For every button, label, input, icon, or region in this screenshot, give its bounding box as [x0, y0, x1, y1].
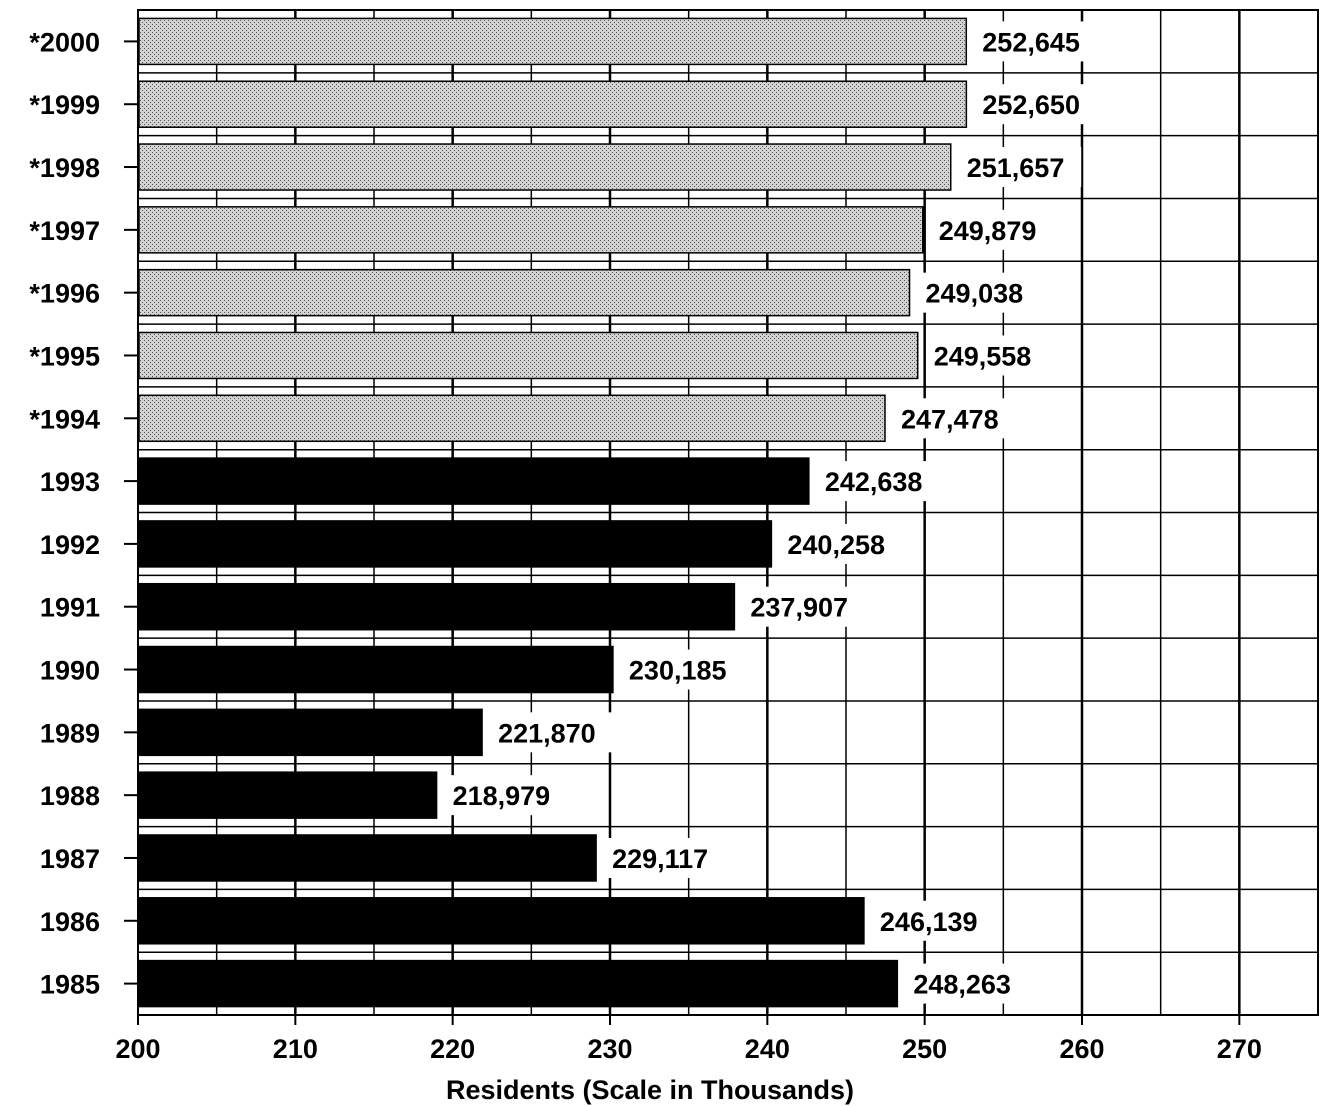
value-labels: 252,645 252,650 251,657 249,879 249,038 249,5… — [446, 21, 1097, 1004]
bar — [138, 268, 911, 317]
x-tick-label: 210 — [273, 1034, 318, 1064]
category-label: *1995 — [29, 341, 100, 371]
value-label: 249,038 — [926, 279, 1024, 309]
y-axis-labels: *2000 *1999 *1998 *1997 *1996 *1995 *1994 1993 1… — [29, 27, 138, 1000]
bar — [138, 645, 614, 694]
value-label: 249,879 — [939, 216, 1037, 246]
bar — [138, 394, 886, 443]
category-label: *1998 — [29, 153, 100, 183]
bars — [138, 17, 968, 1008]
category-label: *1999 — [29, 90, 100, 120]
value-label-bg — [976, 21, 1097, 62]
category-label: 1989 — [40, 718, 100, 748]
value-label: 246,139 — [880, 907, 978, 937]
x-tick-label: 260 — [1059, 1034, 1104, 1064]
value-label: 218,979 — [453, 781, 551, 811]
bar — [138, 959, 899, 1008]
category-label: 1991 — [40, 593, 100, 623]
bar — [138, 143, 952, 191]
value-label: 252,645 — [982, 27, 1080, 57]
value-label: 229,117 — [612, 844, 708, 874]
value-label: 251,657 — [967, 153, 1065, 183]
category-label: 1990 — [40, 656, 100, 686]
x-tick-label: 250 — [902, 1034, 947, 1064]
bar — [138, 17, 968, 66]
category-label: 1993 — [40, 467, 100, 497]
x-tick-label: 230 — [587, 1034, 632, 1064]
value-label: 248,263 — [913, 970, 1011, 1000]
value-label-bg — [873, 900, 995, 941]
value-label: 237,907 — [750, 593, 848, 623]
value-label-bg — [446, 775, 568, 816]
category-label: *1994 — [29, 404, 100, 434]
bar — [138, 897, 865, 945]
value-label: 230,185 — [629, 656, 727, 686]
bar — [138, 206, 924, 254]
x-tick-label: 240 — [745, 1034, 790, 1064]
value-label-bg — [919, 272, 1041, 313]
x-tick-label: 220 — [430, 1034, 475, 1064]
value-label: 240,258 — [787, 530, 885, 560]
value-label-bg — [818, 461, 940, 502]
x-axis-ticks: 200 210 220 230 240 250 260 270 — [115, 1015, 1262, 1064]
bar — [138, 582, 736, 631]
category-label: 1992 — [40, 530, 100, 560]
value-label-bg — [907, 963, 1028, 1004]
bar — [138, 80, 968, 128]
category-label: 1988 — [40, 781, 100, 811]
x-tick-label: 270 — [1217, 1034, 1262, 1064]
category-label: 1987 — [40, 844, 100, 874]
x-axis-title: Residents (Scale in Thousands) — [446, 1075, 854, 1105]
value-label: 221,870 — [498, 718, 596, 748]
value-label-bg — [492, 712, 613, 753]
bar — [138, 771, 438, 819]
value-label-bg — [606, 837, 727, 878]
value-label-bg — [932, 209, 1054, 250]
bar — [138, 520, 773, 568]
value-label-bg — [927, 335, 1049, 376]
value-label-bg — [976, 84, 1097, 125]
value-label-bg — [894, 398, 1016, 439]
category-label: 1985 — [40, 970, 100, 1000]
category-label: 1986 — [40, 907, 100, 937]
value-label: 252,650 — [982, 90, 1080, 120]
x-tick-label: 200 — [115, 1034, 160, 1064]
bar — [138, 331, 919, 380]
value-label: 242,638 — [825, 467, 923, 497]
value-label-bg — [622, 649, 744, 690]
value-label-bg — [781, 523, 902, 564]
category-label: *1996 — [29, 279, 100, 309]
value-label-bg — [960, 147, 1082, 188]
value-label: 247,478 — [901, 404, 999, 434]
category-label: *1997 — [29, 216, 100, 246]
bar — [138, 708, 483, 757]
bar — [138, 834, 597, 882]
value-label-bg — [744, 586, 865, 627]
category-label: *2000 — [29, 27, 100, 57]
value-label: 249,558 — [934, 341, 1032, 371]
bar — [138, 457, 810, 505]
